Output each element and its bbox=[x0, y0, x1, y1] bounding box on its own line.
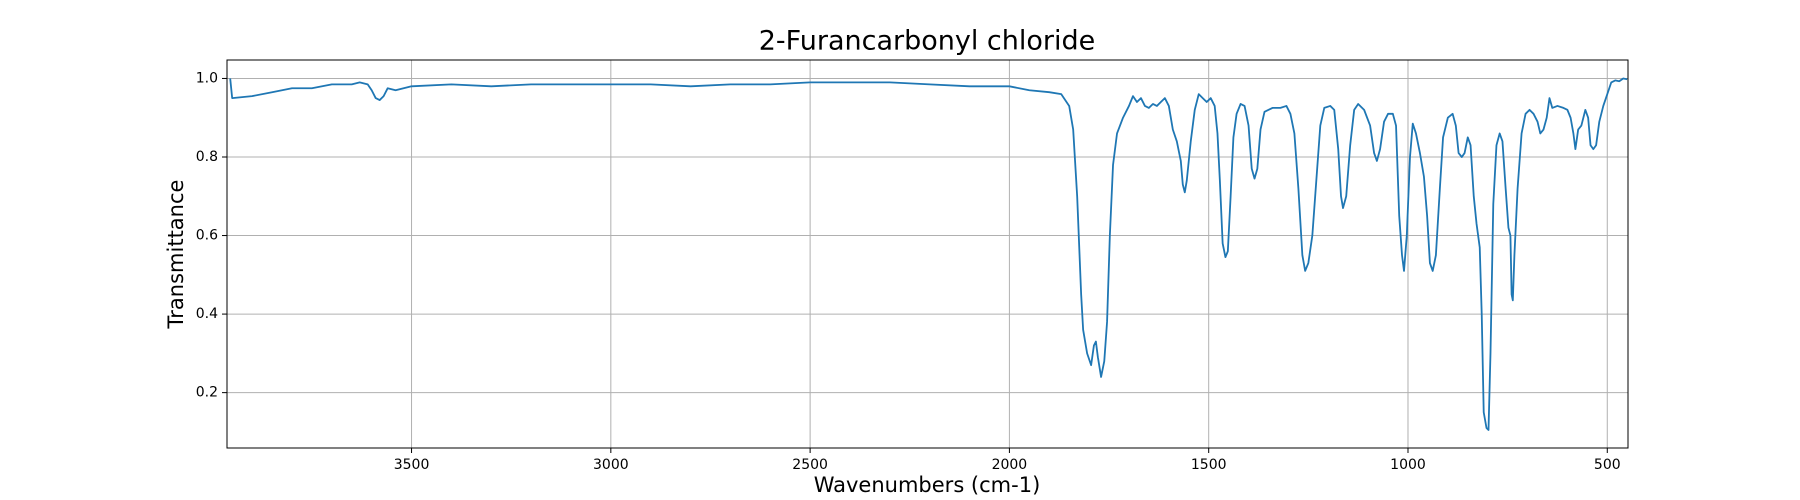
plot-frame bbox=[226, 59, 1629, 449]
x-tick-label: 500 bbox=[1594, 457, 1621, 473]
x-tick-label: 2500 bbox=[792, 457, 828, 473]
y-tick-label: 0.8 bbox=[196, 149, 218, 165]
y-axis-label: Transmittance bbox=[164, 180, 188, 330]
x-tick-label: 3000 bbox=[593, 457, 629, 473]
y-tick-label: 0.6 bbox=[196, 228, 218, 244]
y-tick-label: 1.0 bbox=[196, 70, 218, 86]
y-tick-label: 0.4 bbox=[196, 306, 218, 322]
x-tick-label: 1000 bbox=[1390, 457, 1426, 473]
x-tick-label: 1500 bbox=[1191, 457, 1227, 473]
spectrum-line bbox=[229, 77, 1628, 431]
chart-title: 2-Furancarbonyl chloride bbox=[759, 26, 1096, 57]
x-tick-label: 2000 bbox=[992, 457, 1028, 473]
x-tick-label: 3500 bbox=[394, 457, 430, 473]
x-axis-label: Wavenumbers (cm-1) bbox=[814, 473, 1041, 497]
y-tick-label: 0.2 bbox=[196, 385, 218, 401]
